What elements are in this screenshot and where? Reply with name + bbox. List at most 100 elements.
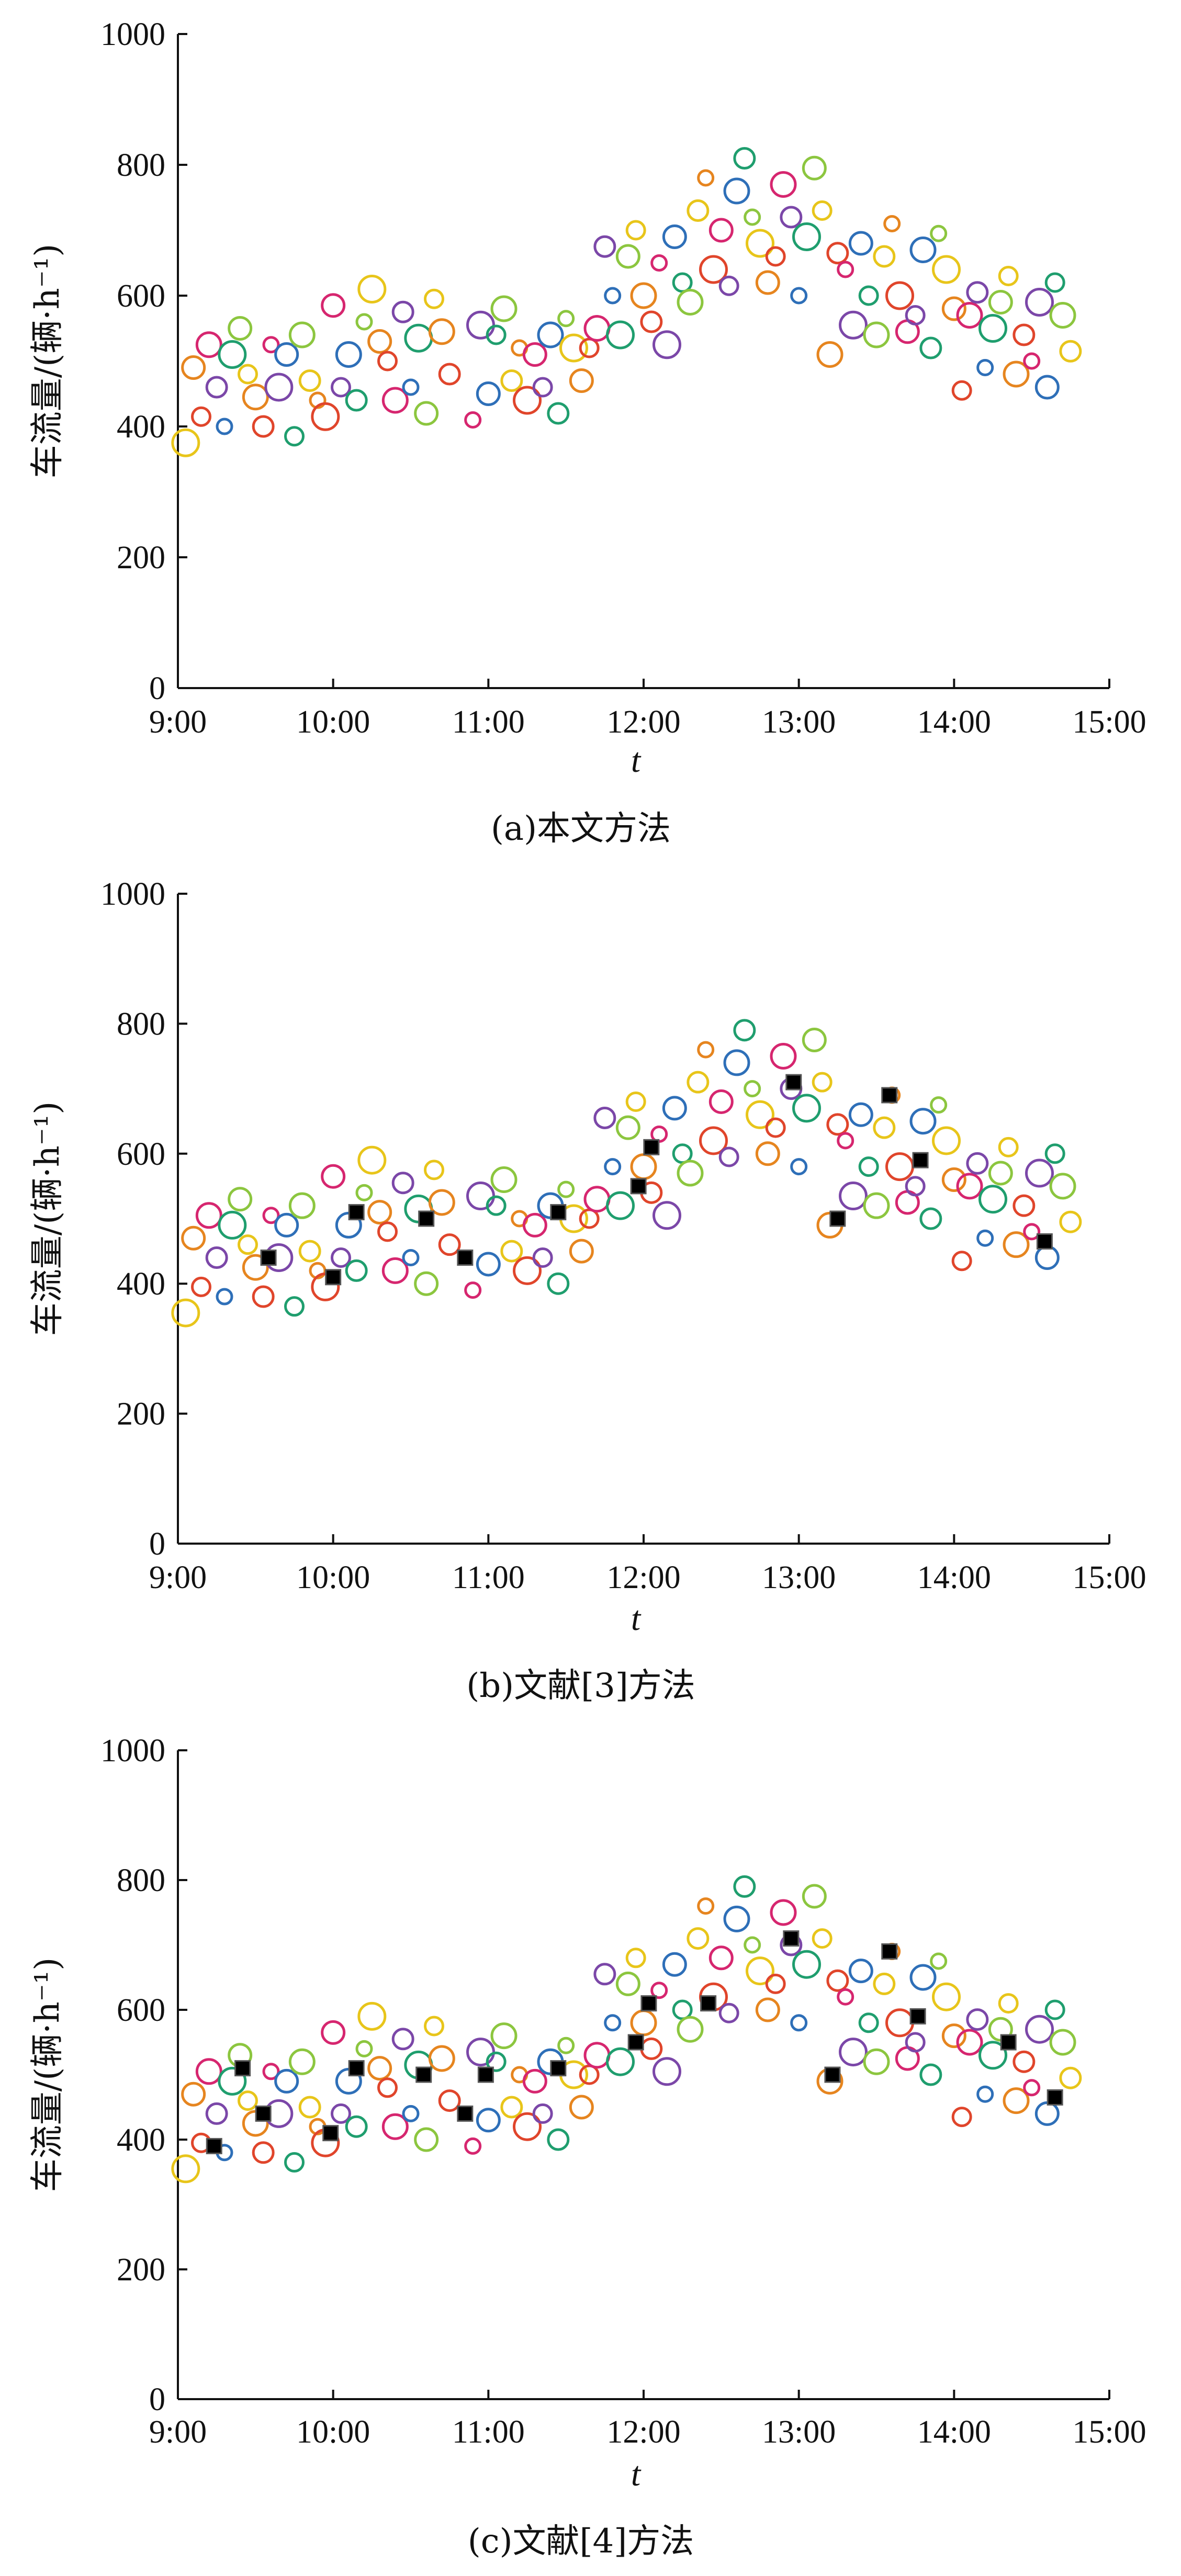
data-point-circle (557, 1180, 575, 1198)
data-point-circle (252, 2141, 275, 2164)
x-tick-label: 15:00 (1072, 704, 1146, 740)
data-point-circle (228, 1187, 253, 1212)
data-point-square (627, 2034, 644, 2051)
data-point-circle (298, 369, 321, 392)
data-point-circle (464, 411, 482, 429)
data-point-circle (583, 2042, 611, 2069)
data-point-circle (951, 2107, 972, 2128)
x-tick-label: 10:00 (296, 1560, 370, 1595)
data-point-circle (284, 1296, 305, 1317)
data-point-circle (490, 2022, 518, 2050)
data-point-circle (998, 1137, 1019, 1157)
y-tick-label: 600 (117, 1993, 165, 2028)
data-point-circle (1044, 272, 1065, 293)
x-tick-label: 14:00 (917, 704, 991, 740)
y-tick-label: 800 (117, 148, 165, 183)
data-point-circle (723, 177, 750, 205)
y-tick-label: 1000 (100, 876, 165, 912)
data-point-circle (1049, 1173, 1076, 1200)
data-point-circle (718, 275, 739, 296)
data-point-square (824, 2066, 841, 2083)
data-point-circle (662, 1096, 687, 1121)
data-point-circle (532, 1247, 553, 1268)
x-tick-label: 11:00 (452, 1560, 525, 1595)
data-point-circle (650, 254, 668, 272)
data-point-circle (630, 2009, 657, 2037)
data-point-circle (331, 377, 351, 398)
data-point-circle (274, 342, 299, 367)
data-point-circle (274, 1212, 299, 1238)
data-point-circle (171, 428, 200, 457)
data-point-circle (242, 1254, 269, 1281)
data-point-circle (687, 199, 710, 222)
data-point-circle (522, 1212, 547, 1238)
data-point-circle (557, 2037, 575, 2054)
data-point-square (700, 1995, 717, 2012)
data-point-circle (464, 1281, 482, 1299)
data-point-circle (569, 368, 594, 393)
data-point-circle (579, 338, 600, 358)
data-point-circle (284, 2152, 305, 2173)
data-point-circle (863, 1192, 890, 1219)
data-point-square (348, 1204, 365, 1221)
data-point-circle (930, 1096, 948, 1114)
data-point-circle (345, 389, 368, 412)
data-point-circle (873, 1116, 896, 1139)
data-point-circle (978, 1185, 1007, 1214)
data-point-circle (837, 261, 854, 278)
data-point-circle (345, 2115, 368, 2138)
data-point-circle (1059, 340, 1082, 363)
data-point-circle (770, 1043, 797, 1070)
data-point-circle (708, 1945, 734, 1971)
data-point-circle (428, 1189, 455, 1216)
data-point-circle (697, 1041, 715, 1059)
data-point-circle (718, 2003, 739, 2023)
panel-caption: (a)本文方法 (491, 809, 671, 848)
data-point-circle (615, 1971, 640, 1996)
data-point-circle (205, 376, 228, 399)
data-point-circle (919, 336, 942, 359)
data-point-circle (653, 2057, 681, 2086)
y-axis-label: 车流量/(辆·h⁻¹) (28, 1958, 67, 2192)
panel-caption: (b)文献[3]方法 (466, 1667, 695, 1705)
data-point-circle (593, 1106, 616, 1129)
data-point-circle (765, 246, 786, 267)
data-point-circle (606, 1191, 635, 1220)
data-point-circle (513, 2112, 542, 2141)
data-point-circle (677, 289, 704, 316)
data-point-circle (218, 1210, 247, 1240)
data-point-circle (951, 380, 972, 401)
y-tick-label: 600 (117, 278, 165, 314)
y-tick-label: 400 (117, 2122, 165, 2158)
data-point-circle (839, 2038, 868, 2067)
data-point-circle (998, 266, 1019, 286)
data-point-circle (367, 2056, 392, 2081)
data-point-circle (909, 237, 937, 263)
data-point-circle (1034, 2101, 1060, 2126)
data-point-square (1047, 2089, 1063, 2106)
data-point-circle (298, 1240, 321, 1263)
data-point-circle (414, 401, 439, 426)
data-point-circle (252, 1285, 275, 1308)
y-tick-label: 1000 (100, 1733, 165, 1769)
data-point-circle (941, 296, 966, 321)
data-point-circle (976, 359, 994, 376)
data-point-circle (331, 2103, 351, 2124)
data-point-circle (941, 2023, 966, 2049)
data-point-circle (171, 2154, 200, 2184)
data-point-circle (812, 1072, 833, 1093)
y-tick-label: 200 (117, 2252, 165, 2288)
data-point-circle (298, 2096, 321, 2119)
data-point-circle (216, 1288, 233, 1306)
data-point-circle (321, 1164, 346, 1189)
data-point-circle (242, 384, 269, 411)
data-point-circle (873, 245, 896, 268)
data-point-circle (438, 1233, 461, 1256)
x-axis-label: t (631, 1600, 642, 1638)
data-point-circle (547, 1272, 570, 1295)
data-point-circle (744, 1080, 761, 1098)
data-point-circle (1059, 2066, 1082, 2089)
data-point-circle (1003, 1231, 1030, 1258)
data-point-circle (699, 1126, 728, 1155)
data-point-circle (770, 171, 797, 198)
